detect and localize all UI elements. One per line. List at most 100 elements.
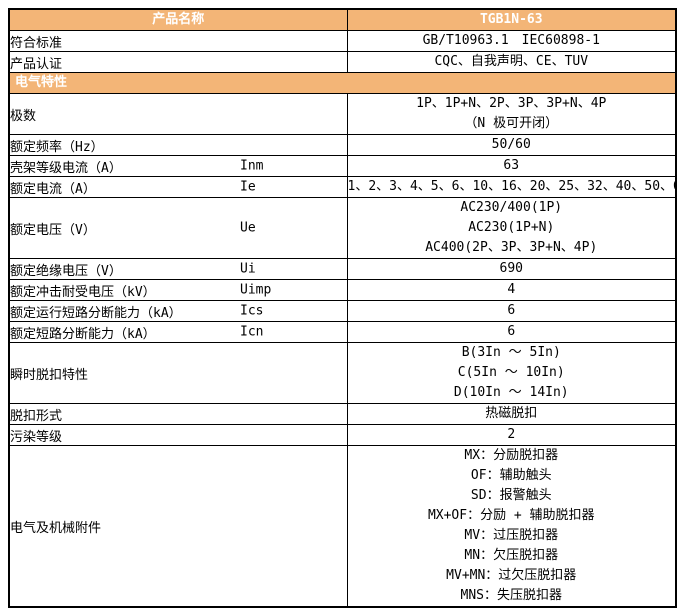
row-value-cell: MX：分励脱扣器 OF：辅助触头 SD：报警触头 MX+OF：分励 + 辅助脱扣器 MV… bbox=[346, 445, 677, 608]
row-value-cell: 50/60 bbox=[346, 134, 677, 156]
row-value-cell: AC230/400(1P) AC230(1P+N) AC400(2P、3P、3P+N… bbox=[346, 197, 677, 259]
table-row: 额定运行短路分断能力（kA） Ics 6 bbox=[8, 300, 677, 322]
row-label-cell: 额定绝缘电压（V） Ui bbox=[8, 258, 348, 280]
table-row: 符合标准 GB/T10963.1 IEC60898-1 bbox=[8, 30, 677, 52]
product-spec-table: 产品名称 TGB1N-63 符合标准 GB/T10963.1 IEC60898-1… bbox=[8, 8, 677, 608]
row-value-line: B(3In ～ 5In) bbox=[461, 345, 561, 360]
row-value-line: 6 bbox=[507, 303, 516, 318]
row-value-cell: 2 bbox=[346, 424, 677, 446]
row-value-line: MX+OF：分励 + 辅助脱扣器 bbox=[427, 508, 595, 523]
table-row: 额定电流（A） Ie 1、2、3、4、5、6、10、16、20、25、32、40、5… bbox=[8, 176, 677, 198]
row-value-line: MV+MN：过欠压脱扣器 bbox=[446, 568, 577, 583]
row-label: 符合标准 bbox=[10, 35, 63, 51]
row-value-cell: 热磁脱扣 bbox=[346, 403, 677, 425]
table-row: 瞬时脱扣特性 B(3In ～ 5In) C(5In ～ 10In) D(10In ～ … bbox=[8, 342, 677, 404]
table-row: 额定绝缘电压（V） Ui 690 bbox=[8, 258, 677, 280]
row-value-line: 1P、1P+N、2P、3P、3P+N、4P bbox=[416, 96, 607, 111]
table-row: 额定冲击耐受电压（kV） Uimp 4 bbox=[8, 279, 677, 301]
row-value-line: CQC、自我声明、CE、TUV bbox=[434, 54, 589, 69]
row-value-cell: 6 bbox=[346, 321, 677, 343]
row-value-cell: 4 bbox=[346, 279, 677, 301]
row-value-line: MN：欠压脱扣器 bbox=[464, 548, 559, 563]
row-label: 额定绝缘电压（V） bbox=[10, 263, 122, 279]
table-row: 额定频率（Hz） 50/60 bbox=[8, 134, 677, 156]
row-label: 额定电流（A） bbox=[10, 181, 96, 197]
row-label-cell: 额定短路分断能力（kA） Icn bbox=[8, 321, 348, 343]
row-symbol: Inm bbox=[240, 158, 264, 174]
row-value-line: MNS：失压脱扣器 bbox=[460, 588, 562, 603]
row-label: 产品认证 bbox=[10, 56, 63, 72]
row-symbol: Ics bbox=[240, 303, 264, 319]
row-value-line: 50/60 bbox=[491, 137, 531, 152]
row-value-line: OF：辅助触头 bbox=[470, 468, 552, 483]
row-value-cell: 1、2、3、4、5、6、10、16、20、25、32、40、50、63 bbox=[346, 176, 677, 198]
row-label: 额定冲击耐受电压（kV） bbox=[10, 284, 156, 300]
row-value-line: 4 bbox=[507, 282, 516, 297]
row-symbol: Ui bbox=[240, 261, 256, 277]
table-row: 电气及机械附件 MX：分励脱扣器 OF：辅助触头 SD：报警触头 MX+OF：分励 + … bbox=[8, 445, 677, 608]
row-symbol: Icn bbox=[240, 324, 264, 340]
row-value-cell: GB/T10963.1 IEC60898-1 bbox=[346, 30, 677, 52]
row-value-cell: 63 bbox=[346, 155, 677, 177]
row-value-line: AC230/400(1P) bbox=[460, 200, 563, 215]
row-value-cell: 1P、1P+N、2P、3P、3P+N、4P （N 极可开闭） bbox=[346, 93, 677, 135]
row-label: 瞬时脱扣特性 bbox=[10, 367, 89, 383]
row-label: 额定短路分断能力（kA） bbox=[10, 326, 156, 342]
row-label-cell: 壳架等级电流（A） Inm bbox=[8, 155, 348, 177]
row-value-line: SD：报警触头 bbox=[470, 488, 552, 503]
row-label: 壳架等级电流（A） bbox=[10, 160, 122, 176]
row-label: 额定频率（Hz） bbox=[10, 139, 104, 155]
row-label-cell: 符合标准 bbox=[8, 30, 348, 52]
table-row: 脱扣形式 热磁脱扣 bbox=[8, 403, 677, 425]
row-label-cell: 额定运行短路分断能力（kA） Ics bbox=[8, 300, 348, 322]
row-label-cell: 额定电压（V） Ue bbox=[8, 197, 348, 259]
row-value-line: AC230(1P+N) bbox=[468, 220, 555, 235]
row-label: 额定运行短路分断能力（kA） bbox=[10, 305, 182, 321]
row-label-cell: 产品认证 bbox=[8, 51, 348, 73]
row-label: 电气及机械附件 bbox=[10, 520, 102, 536]
row-value-cell: B(3In ～ 5In) C(5In ～ 10In) D(10In ～ 14In) bbox=[346, 342, 677, 404]
row-value-line: （N 极可开闭） bbox=[464, 116, 559, 131]
row-value-line: C(5In ～ 10In) bbox=[457, 365, 565, 380]
table-row: 产品认证 CQC、自我声明、CE、TUV bbox=[8, 51, 677, 73]
row-value-line: 热磁脱扣 bbox=[485, 406, 538, 421]
row-value-line: 2 bbox=[507, 427, 516, 442]
row-value-cell: 690 bbox=[346, 258, 677, 280]
row-value-line: 690 bbox=[499, 261, 523, 276]
row-value-cell: 6 bbox=[346, 300, 677, 322]
row-label-cell: 额定电流（A） Ie bbox=[8, 176, 348, 198]
row-value-cell: CQC、自我声明、CE、TUV bbox=[346, 51, 677, 73]
table-row: 壳架等级电流（A） Inm 63 bbox=[8, 155, 677, 177]
header-product-name-label: 产品名称 bbox=[8, 8, 348, 31]
table-row: 极数 1P、1P+N、2P、3P、3P+N、4P （N 极可开闭） bbox=[8, 93, 677, 135]
row-value-line: 1、2、3、4、5、6、10、16、20、25、32、40、50、63 bbox=[347, 179, 676, 194]
header-product-model: TGB1N-63 bbox=[346, 8, 677, 31]
row-label-cell: 污染等级 bbox=[8, 424, 348, 446]
row-symbol: Ie bbox=[240, 179, 256, 195]
row-value-line: MV：过压脱扣器 bbox=[464, 528, 559, 543]
row-symbol: Ue bbox=[240, 220, 256, 236]
row-label: 额定电压（V） bbox=[10, 222, 96, 238]
row-label: 脱扣形式 bbox=[10, 408, 63, 424]
row-label-cell: 瞬时脱扣特性 bbox=[8, 342, 348, 404]
table-row: 额定短路分断能力（kA） Icn 6 bbox=[8, 321, 677, 343]
row-value-line: D(10In ～ 14In) bbox=[453, 385, 569, 400]
row-value-line: GB/T10963.1 IEC60898-1 bbox=[422, 33, 600, 48]
row-value-line: MX：分励脱扣器 bbox=[464, 448, 559, 463]
row-symbol: Uimp bbox=[240, 282, 272, 298]
row-label-cell: 极数 bbox=[8, 93, 348, 135]
row-value-line: 63 bbox=[503, 158, 520, 173]
row-label-cell: 额定冲击耐受电压（kV） Uimp bbox=[8, 279, 348, 301]
section-row: 电气特性 bbox=[8, 72, 677, 94]
row-label-cell: 额定频率（Hz） bbox=[8, 134, 348, 156]
row-label: 污染等级 bbox=[10, 429, 63, 445]
table-row: 污染等级 2 bbox=[8, 424, 677, 446]
row-label-cell: 电气及机械附件 bbox=[8, 445, 348, 608]
table-row: 额定电压（V） Ue AC230/400(1P) AC230(1P+N) AC400(2… bbox=[8, 197, 677, 259]
row-label-cell: 脱扣形式 bbox=[8, 403, 348, 425]
table-body: 符合标准 GB/T10963.1 IEC60898-1 产品认证 CQC、自我声明、C… bbox=[8, 30, 677, 608]
table-header-row: 产品名称 TGB1N-63 bbox=[8, 8, 677, 31]
row-value-line: AC400(2P、3P、3P+N、4P) bbox=[425, 240, 598, 255]
section-header-label: 电气特性 bbox=[8, 72, 677, 94]
row-value-line: 6 bbox=[507, 324, 516, 339]
